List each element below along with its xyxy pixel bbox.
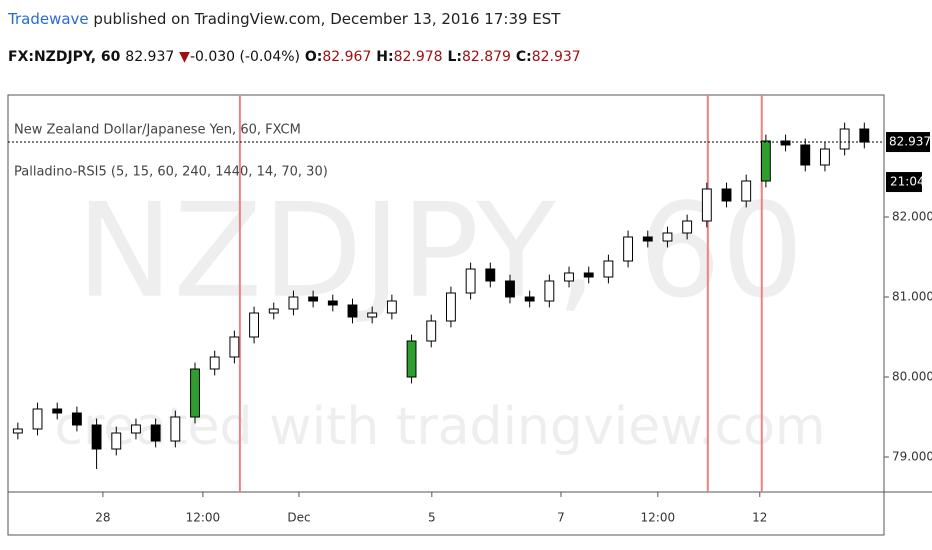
- x-tick-label: 5: [428, 511, 436, 525]
- candle-body: [741, 180, 752, 202]
- open: 82.967: [322, 49, 372, 65]
- low: 82.879: [461, 49, 511, 65]
- candle-body: [544, 280, 555, 302]
- candle-body: [190, 368, 200, 418]
- c-label: C:: [515, 49, 532, 65]
- x-tick-label: 12:00: [186, 511, 221, 525]
- indicator: Palladino-RSI5 (5, 15, 60, 240, 1440, 14…: [14, 165, 328, 180]
- candle-body: [682, 220, 693, 234]
- close: 82.937: [531, 49, 581, 65]
- candle-body: [71, 412, 82, 426]
- price-box: [886, 132, 930, 153]
- candle-body: [839, 128, 850, 150]
- y-tick-label: 81.000: [892, 290, 932, 304]
- candle-body: [721, 188, 732, 202]
- countdown: 21:04: [890, 175, 925, 189]
- candle-body: [32, 408, 43, 430]
- o-label: O:: [304, 49, 323, 65]
- candle-body: [623, 236, 634, 262]
- candle-body: [426, 320, 437, 342]
- candle-body: [701, 188, 712, 222]
- candle-body: [603, 260, 614, 278]
- candle-body: [583, 272, 594, 278]
- author[interactable]: Tradewave: [8, 10, 89, 28]
- candle-body: [170, 416, 181, 442]
- publish-line: Tradewave published on TradingView.com, …: [8, 10, 560, 28]
- candle-body: [820, 148, 830, 166]
- y-tick-label: 79.000: [892, 450, 932, 464]
- watermark-2: created with tradingview.com: [54, 397, 825, 457]
- candle-body: [131, 424, 141, 434]
- x-tick-label: 7: [557, 511, 565, 525]
- x-tick-label: 12:00: [641, 511, 676, 525]
- candle-body: [91, 424, 102, 450]
- candle-body: [386, 300, 397, 314]
- candle-body: [111, 432, 122, 450]
- candle-body: [465, 268, 476, 294]
- candle-body: [327, 300, 338, 306]
- candle-body: [760, 140, 771, 182]
- x-tick-label: 12: [752, 511, 767, 525]
- symbol-line: FX:NZDJPY, 60 82.937 ▼-0.030 (-0.04%) O:…: [8, 49, 581, 65]
- published: published on TradingView.com, December 1…: [93, 10, 561, 28]
- candle-body: [780, 140, 791, 146]
- candle-body: [268, 308, 279, 314]
- candle-body: [859, 128, 870, 143]
- x-tick-label: Dec: [287, 511, 310, 525]
- chart-title: New Zealand Dollar/Japanese Yen, 60, FXC…: [14, 123, 301, 138]
- candle-body: [662, 232, 673, 242]
- y-tick-label: 80.000: [892, 370, 932, 384]
- candle-body: [800, 144, 811, 166]
- candle-body: [564, 272, 574, 282]
- h-label: H:: [376, 49, 394, 65]
- watermark: NZDJPY, 60: [76, 175, 804, 327]
- candle-body: [524, 296, 535, 302]
- price-label: 82.937: [889, 135, 931, 149]
- high: 82.978: [393, 49, 443, 65]
- x-tick-label: 28: [95, 511, 110, 525]
- candle-body: [367, 312, 378, 318]
- arrow: ▼: [179, 49, 190, 65]
- countdown-box: [886, 172, 922, 193]
- candle-body: [642, 236, 653, 242]
- change: -0.030 (-0.04%): [189, 49, 300, 65]
- candle-body: [288, 296, 299, 310]
- candle-body: [485, 268, 496, 282]
- y-tick-label: 82.000: [892, 210, 932, 224]
- candle-body: [308, 296, 319, 302]
- candle-body: [249, 312, 259, 338]
- candle-body: [505, 280, 515, 298]
- candle-body: [229, 336, 240, 358]
- candle-body: [406, 340, 417, 378]
- candle-body: [52, 408, 63, 414]
- l-label: L:: [447, 49, 462, 65]
- symbol: FX:NZDJPY, 60: [8, 49, 121, 65]
- candle-body: [150, 424, 161, 442]
- candle-body: [445, 292, 456, 322]
- candle-body: [12, 428, 23, 434]
- candle-body: [209, 356, 220, 370]
- price: 82.937: [125, 49, 175, 65]
- candle-body: [347, 304, 358, 318]
